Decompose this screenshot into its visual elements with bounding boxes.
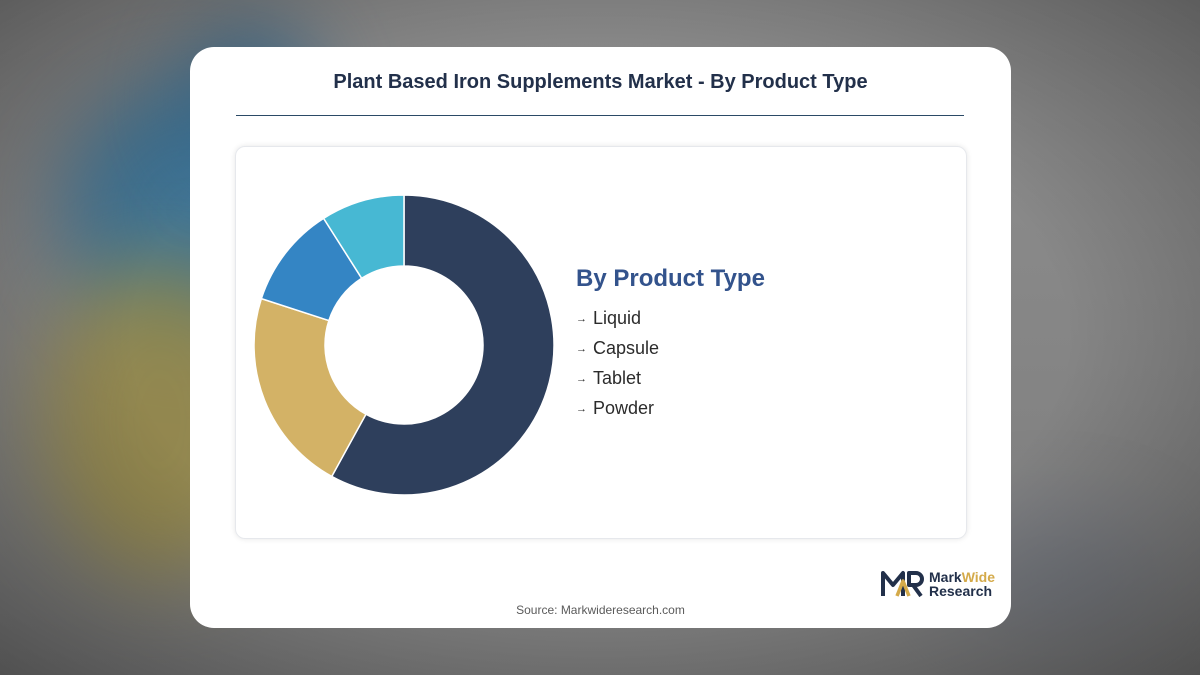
logo-text: MarkWide Research — [929, 569, 996, 599]
source-text: Source: Markwideresearch.com — [516, 603, 685, 617]
legend-item-tablet: → Tablet — [576, 368, 642, 388]
donut-slice-powder — [322, 195, 405, 280]
title-divider — [236, 115, 964, 116]
legend-item-capsule: → Capsule — [576, 338, 660, 358]
chart-panel: By Product Type → Liquid → Capsule → Tablet… — [235, 146, 967, 539]
arrow-icon: → — [576, 373, 587, 385]
legend-item-liquid: → Liquid — [576, 308, 642, 328]
arrow-icon: → — [576, 343, 587, 355]
legend-title: By Product Type — [576, 265, 765, 292]
chart-title: Plant Based Iron Supplements Market - By… — [333, 71, 868, 93]
arrow-icon: → — [576, 403, 587, 415]
donut-slice-liquid — [330, 195, 554, 495]
arrow-icon: → — [576, 313, 587, 325]
legend: By Product Type → Liquid → Capsule → Tablet… — [576, 265, 765, 425]
legend-item-powder: → Powder — [576, 398, 655, 418]
donut-chart — [254, 195, 554, 495]
donut-slice-capsule — [254, 297, 367, 478]
logo-mark-icon — [881, 571, 924, 598]
markwide-logo: MarkWide Research — [881, 569, 995, 599]
chart-card: Plant Based Iron Supplements Market - By… — [190, 47, 1011, 628]
